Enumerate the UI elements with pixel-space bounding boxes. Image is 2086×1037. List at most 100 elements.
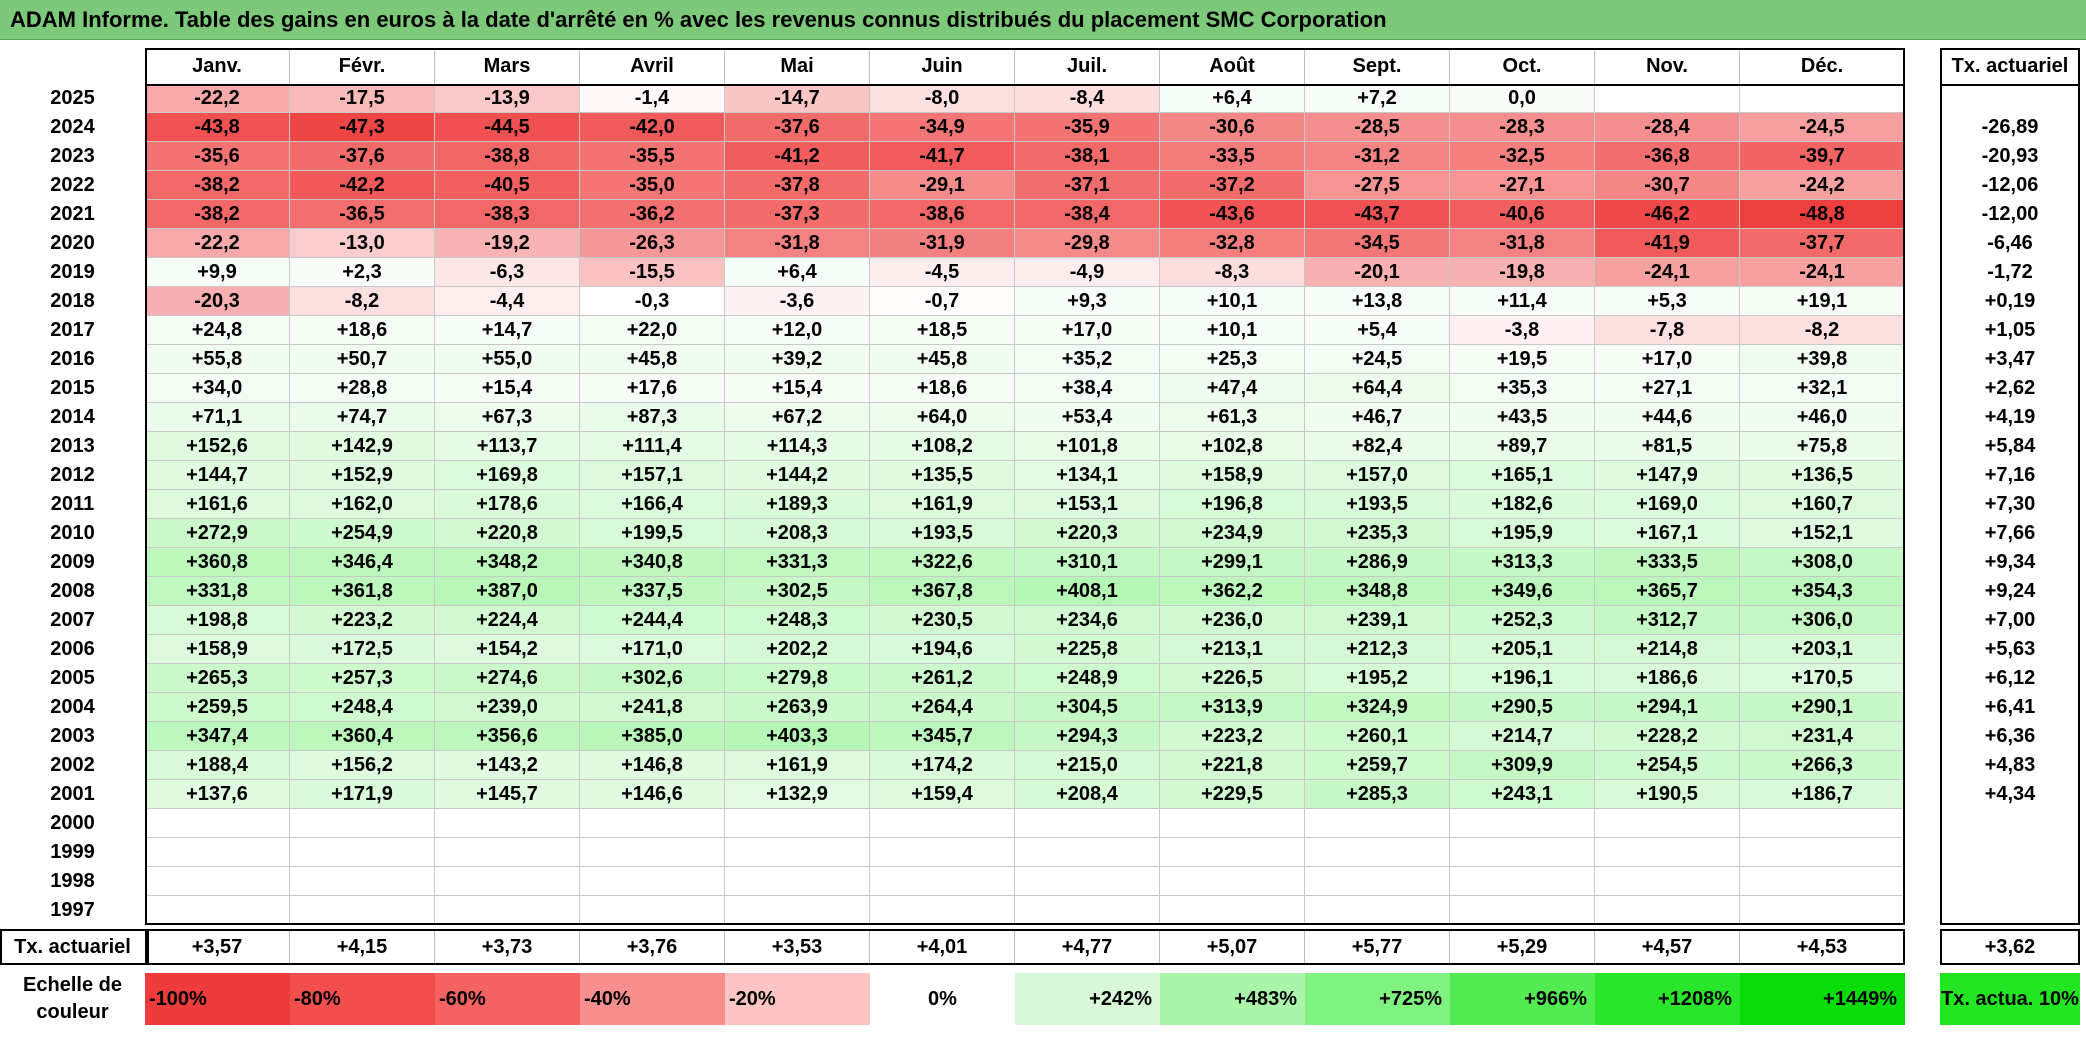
value-cell: +27,1 bbox=[1595, 374, 1740, 403]
value-cell: +194,6 bbox=[870, 635, 1015, 664]
value-cell: +153,1 bbox=[1015, 490, 1160, 519]
value-cell: +147,9 bbox=[1595, 461, 1740, 490]
value-cell bbox=[1450, 896, 1595, 925]
value-cell: +35,3 bbox=[1450, 374, 1595, 403]
value-cell: +313,9 bbox=[1160, 693, 1305, 722]
annual-rate-cell: +6,41 bbox=[1984, 696, 2036, 718]
month-header: Juil. bbox=[1015, 48, 1160, 84]
value-cell: +248,4 bbox=[290, 693, 435, 722]
value-cell: -19,2 bbox=[435, 229, 580, 258]
annual-rate-cell bbox=[1940, 809, 2080, 838]
value-cell bbox=[580, 896, 725, 925]
annual-rate-cell: +7,16 bbox=[1984, 464, 2036, 486]
value-cell: -24,1 bbox=[1740, 258, 1905, 287]
footer-value: +4,77 bbox=[1015, 929, 1160, 965]
value-cell: +53,4 bbox=[1015, 403, 1160, 432]
value-cell: +361,8 bbox=[290, 577, 435, 606]
value-cell: +212,3 bbox=[1305, 635, 1450, 664]
value-cell: +263,9 bbox=[725, 693, 870, 722]
value-cell: +156,2 bbox=[290, 751, 435, 780]
value-cell: -32,5 bbox=[1450, 142, 1595, 171]
value-cell: +157,0 bbox=[1305, 461, 1450, 490]
value-cell: +239,0 bbox=[435, 693, 580, 722]
value-cell: -36,2 bbox=[580, 200, 725, 229]
value-cell: -4,9 bbox=[1015, 258, 1160, 287]
value-cell bbox=[725, 896, 870, 925]
value-cell: +408,1 bbox=[1015, 577, 1160, 606]
value-cell: -47,3 bbox=[290, 113, 435, 142]
value-cell: +87,3 bbox=[580, 403, 725, 432]
annual-rate-cell: +7,00 bbox=[1984, 609, 2036, 631]
annual-rate-cell: +4,83 bbox=[1984, 754, 2036, 776]
value-cell: +9,3 bbox=[1015, 287, 1160, 316]
value-cell bbox=[1305, 896, 1450, 925]
value-cell: -28,5 bbox=[1305, 113, 1450, 142]
value-cell: +18,6 bbox=[870, 374, 1015, 403]
year-label: 2004 bbox=[50, 696, 95, 718]
month-header: Déc. bbox=[1740, 48, 1905, 84]
value-cell: +306,0 bbox=[1740, 606, 1905, 635]
year-label: 2011 bbox=[50, 493, 95, 515]
value-cell: +142,9 bbox=[290, 432, 435, 461]
value-cell: +15,4 bbox=[435, 374, 580, 403]
value-cell: -4,5 bbox=[870, 258, 1015, 287]
value-cell: +309,9 bbox=[1450, 751, 1595, 780]
value-cell: -31,9 bbox=[870, 229, 1015, 258]
value-cell bbox=[1160, 809, 1305, 838]
value-cell: +152,6 bbox=[145, 432, 290, 461]
value-cell: +24,8 bbox=[145, 316, 290, 345]
footer-value: +4,57 bbox=[1595, 929, 1740, 965]
value-cell: +199,5 bbox=[580, 519, 725, 548]
value-cell bbox=[435, 838, 580, 867]
value-cell: -26,3 bbox=[580, 229, 725, 258]
year-label: 2021 bbox=[50, 203, 95, 225]
value-cell: -37,2 bbox=[1160, 171, 1305, 200]
value-cell bbox=[1305, 809, 1450, 838]
value-cell: +347,4 bbox=[145, 722, 290, 751]
value-cell: +46,0 bbox=[1740, 403, 1905, 432]
annual-rate-cell: +4,34 bbox=[1984, 783, 2036, 805]
value-cell bbox=[1305, 867, 1450, 896]
value-cell: +294,3 bbox=[1015, 722, 1160, 751]
value-cell: +5,4 bbox=[1305, 316, 1450, 345]
value-cell: -31,2 bbox=[1305, 142, 1450, 171]
year-label: 2019 bbox=[50, 261, 95, 283]
value-cell: -38,4 bbox=[1015, 200, 1160, 229]
value-cell: -13,0 bbox=[290, 229, 435, 258]
value-cell: +239,1 bbox=[1305, 606, 1450, 635]
value-cell: +226,5 bbox=[1160, 664, 1305, 693]
value-cell: +143,2 bbox=[435, 751, 580, 780]
annual-rate-cell bbox=[1940, 838, 2080, 867]
value-cell: -0,3 bbox=[580, 287, 725, 316]
value-cell: +159,4 bbox=[870, 780, 1015, 809]
value-cell: +81,5 bbox=[1595, 432, 1740, 461]
value-cell: +360,8 bbox=[145, 548, 290, 577]
year-label: 2000 bbox=[50, 812, 95, 834]
month-header: Févr. bbox=[290, 48, 435, 84]
value-cell: -35,5 bbox=[580, 142, 725, 171]
value-cell bbox=[145, 809, 290, 838]
value-cell: +188,4 bbox=[145, 751, 290, 780]
value-cell: +231,4 bbox=[1740, 722, 1905, 751]
value-cell: +101,8 bbox=[1015, 432, 1160, 461]
value-cell: +313,3 bbox=[1450, 548, 1595, 577]
year-label: 2003 bbox=[50, 725, 95, 747]
footer-value: +3,76 bbox=[580, 929, 725, 965]
value-cell: -35,9 bbox=[1015, 113, 1160, 142]
value-cell: -30,7 bbox=[1595, 171, 1740, 200]
month-header: Mars bbox=[435, 48, 580, 84]
value-cell: +228,2 bbox=[1595, 722, 1740, 751]
value-cell: +158,9 bbox=[145, 635, 290, 664]
value-cell: -28,4 bbox=[1595, 113, 1740, 142]
value-cell: +46,7 bbox=[1305, 403, 1450, 432]
value-cell: +264,4 bbox=[870, 693, 1015, 722]
value-cell: -20,1 bbox=[1305, 258, 1450, 287]
value-cell bbox=[1740, 84, 1905, 113]
value-cell: +111,4 bbox=[580, 432, 725, 461]
value-cell: +248,3 bbox=[725, 606, 870, 635]
value-cell: +154,2 bbox=[435, 635, 580, 664]
value-cell bbox=[1160, 838, 1305, 867]
value-cell: -34,9 bbox=[870, 113, 1015, 142]
year-label: 2006 bbox=[50, 638, 95, 660]
value-cell bbox=[1595, 809, 1740, 838]
